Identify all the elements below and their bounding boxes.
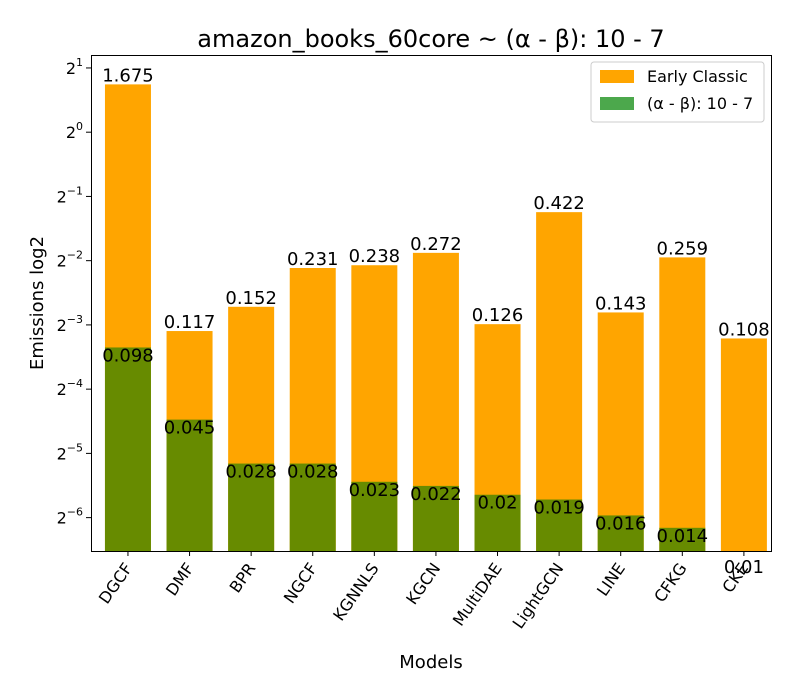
legend-swatch-alpha-beta <box>600 97 634 110</box>
data-label-alpha-beta-cke: 0.01 <box>724 557 764 578</box>
bar-alpha-beta-dgcf <box>104 347 151 551</box>
data-label-early-classic-cke: 0.108 <box>718 319 770 340</box>
data-label-early-classic-lightgcn: 0.422 <box>533 193 585 214</box>
bar-alpha-beta-multidae <box>474 494 521 551</box>
y-tick-label-5: 2−4 <box>57 377 83 399</box>
data-label-early-classic-kgcn: 0.272 <box>410 234 462 255</box>
data-label-alpha-beta-ngcf: 0.028 <box>287 462 339 483</box>
x-axis-label: Models <box>399 652 462 673</box>
bars-group <box>104 84 767 552</box>
y-tick-label-0: 21 <box>66 56 83 78</box>
bar-alpha-beta-kgcn <box>412 485 459 551</box>
data-label-alpha-beta-dgcf: 0.098 <box>102 345 154 366</box>
legend-swatch-early-classic <box>600 70 634 83</box>
legend-label-alpha-beta: (α - β): 10 - 7 <box>647 94 753 113</box>
data-label-alpha-beta-bpr: 0.028 <box>225 462 277 483</box>
legend-label-early-classic: Early Classic <box>647 67 748 86</box>
bar-alpha-beta-kgnnls <box>351 481 398 551</box>
data-label-alpha-beta-multidae: 0.02 <box>477 493 517 514</box>
y-tick-label-6: 2−5 <box>57 441 83 463</box>
bar-alpha-beta-line <box>597 515 644 551</box>
legend-box <box>590 61 765 123</box>
legend: Early Classic (α - β): 10 - 7 <box>590 61 765 123</box>
data-label-early-classic-cfkg: 0.259 <box>657 238 709 259</box>
data-label-alpha-beta-lightgcn: 0.019 <box>533 498 585 519</box>
bar-alpha-beta-bpr <box>228 463 275 551</box>
bar-alpha-beta-dmf <box>166 419 213 551</box>
data-label-alpha-beta-dmf: 0.045 <box>164 418 216 439</box>
y-axis-label: Emissions log2 <box>27 236 48 370</box>
data-label-early-classic-multidae: 0.126 <box>472 305 524 326</box>
data-label-alpha-beta-kgnnls: 0.023 <box>349 480 401 501</box>
y-tick-label-3: 2−2 <box>57 249 83 271</box>
bar-alpha-beta-ngcf <box>289 463 336 551</box>
bar-alpha-beta-lightgcn <box>536 499 583 551</box>
plot-frame <box>91 55 772 552</box>
y-tick-label-2: 2−1 <box>57 184 83 206</box>
data-label-early-classic-dgcf: 1.675 <box>102 65 154 86</box>
bar-early-classic-line <box>597 312 644 551</box>
data-label-early-classic-line: 0.143 <box>595 293 647 314</box>
bar-alpha-beta-cfkg <box>659 527 706 551</box>
data-label-early-classic-dmf: 0.117 <box>164 312 216 333</box>
y-tick-label-1: 20 <box>66 120 83 142</box>
bar-early-classic-cfkg <box>659 257 706 551</box>
data-label-early-classic-kgnnls: 0.238 <box>349 246 401 267</box>
bar-early-classic-cke <box>720 338 767 551</box>
data-label-alpha-beta-kgcn: 0.022 <box>410 484 462 505</box>
y-tick-label-4: 2−3 <box>57 313 83 335</box>
data-label-early-classic-bpr: 0.152 <box>225 288 277 309</box>
bar-early-classic-lightgcn <box>536 212 583 551</box>
chart-title: amazon_books_60core ~ (α - β): 10 - 7 <box>197 25 664 53</box>
data-label-alpha-beta-cfkg: 0.014 <box>657 526 709 547</box>
data-label-early-classic-ngcf: 0.231 <box>287 249 339 270</box>
data-label-alpha-beta-line: 0.016 <box>595 513 647 534</box>
y-axis: 21 20 2−1 2−2 2−3 2−4 2−5 2−6 <box>57 56 91 528</box>
bar-labels-group: 1.675 0.098 0.117 0.045 0.152 0.028 0.231 0.028… <box>102 65 769 578</box>
y-tick-label-7: 2−6 <box>57 506 83 528</box>
